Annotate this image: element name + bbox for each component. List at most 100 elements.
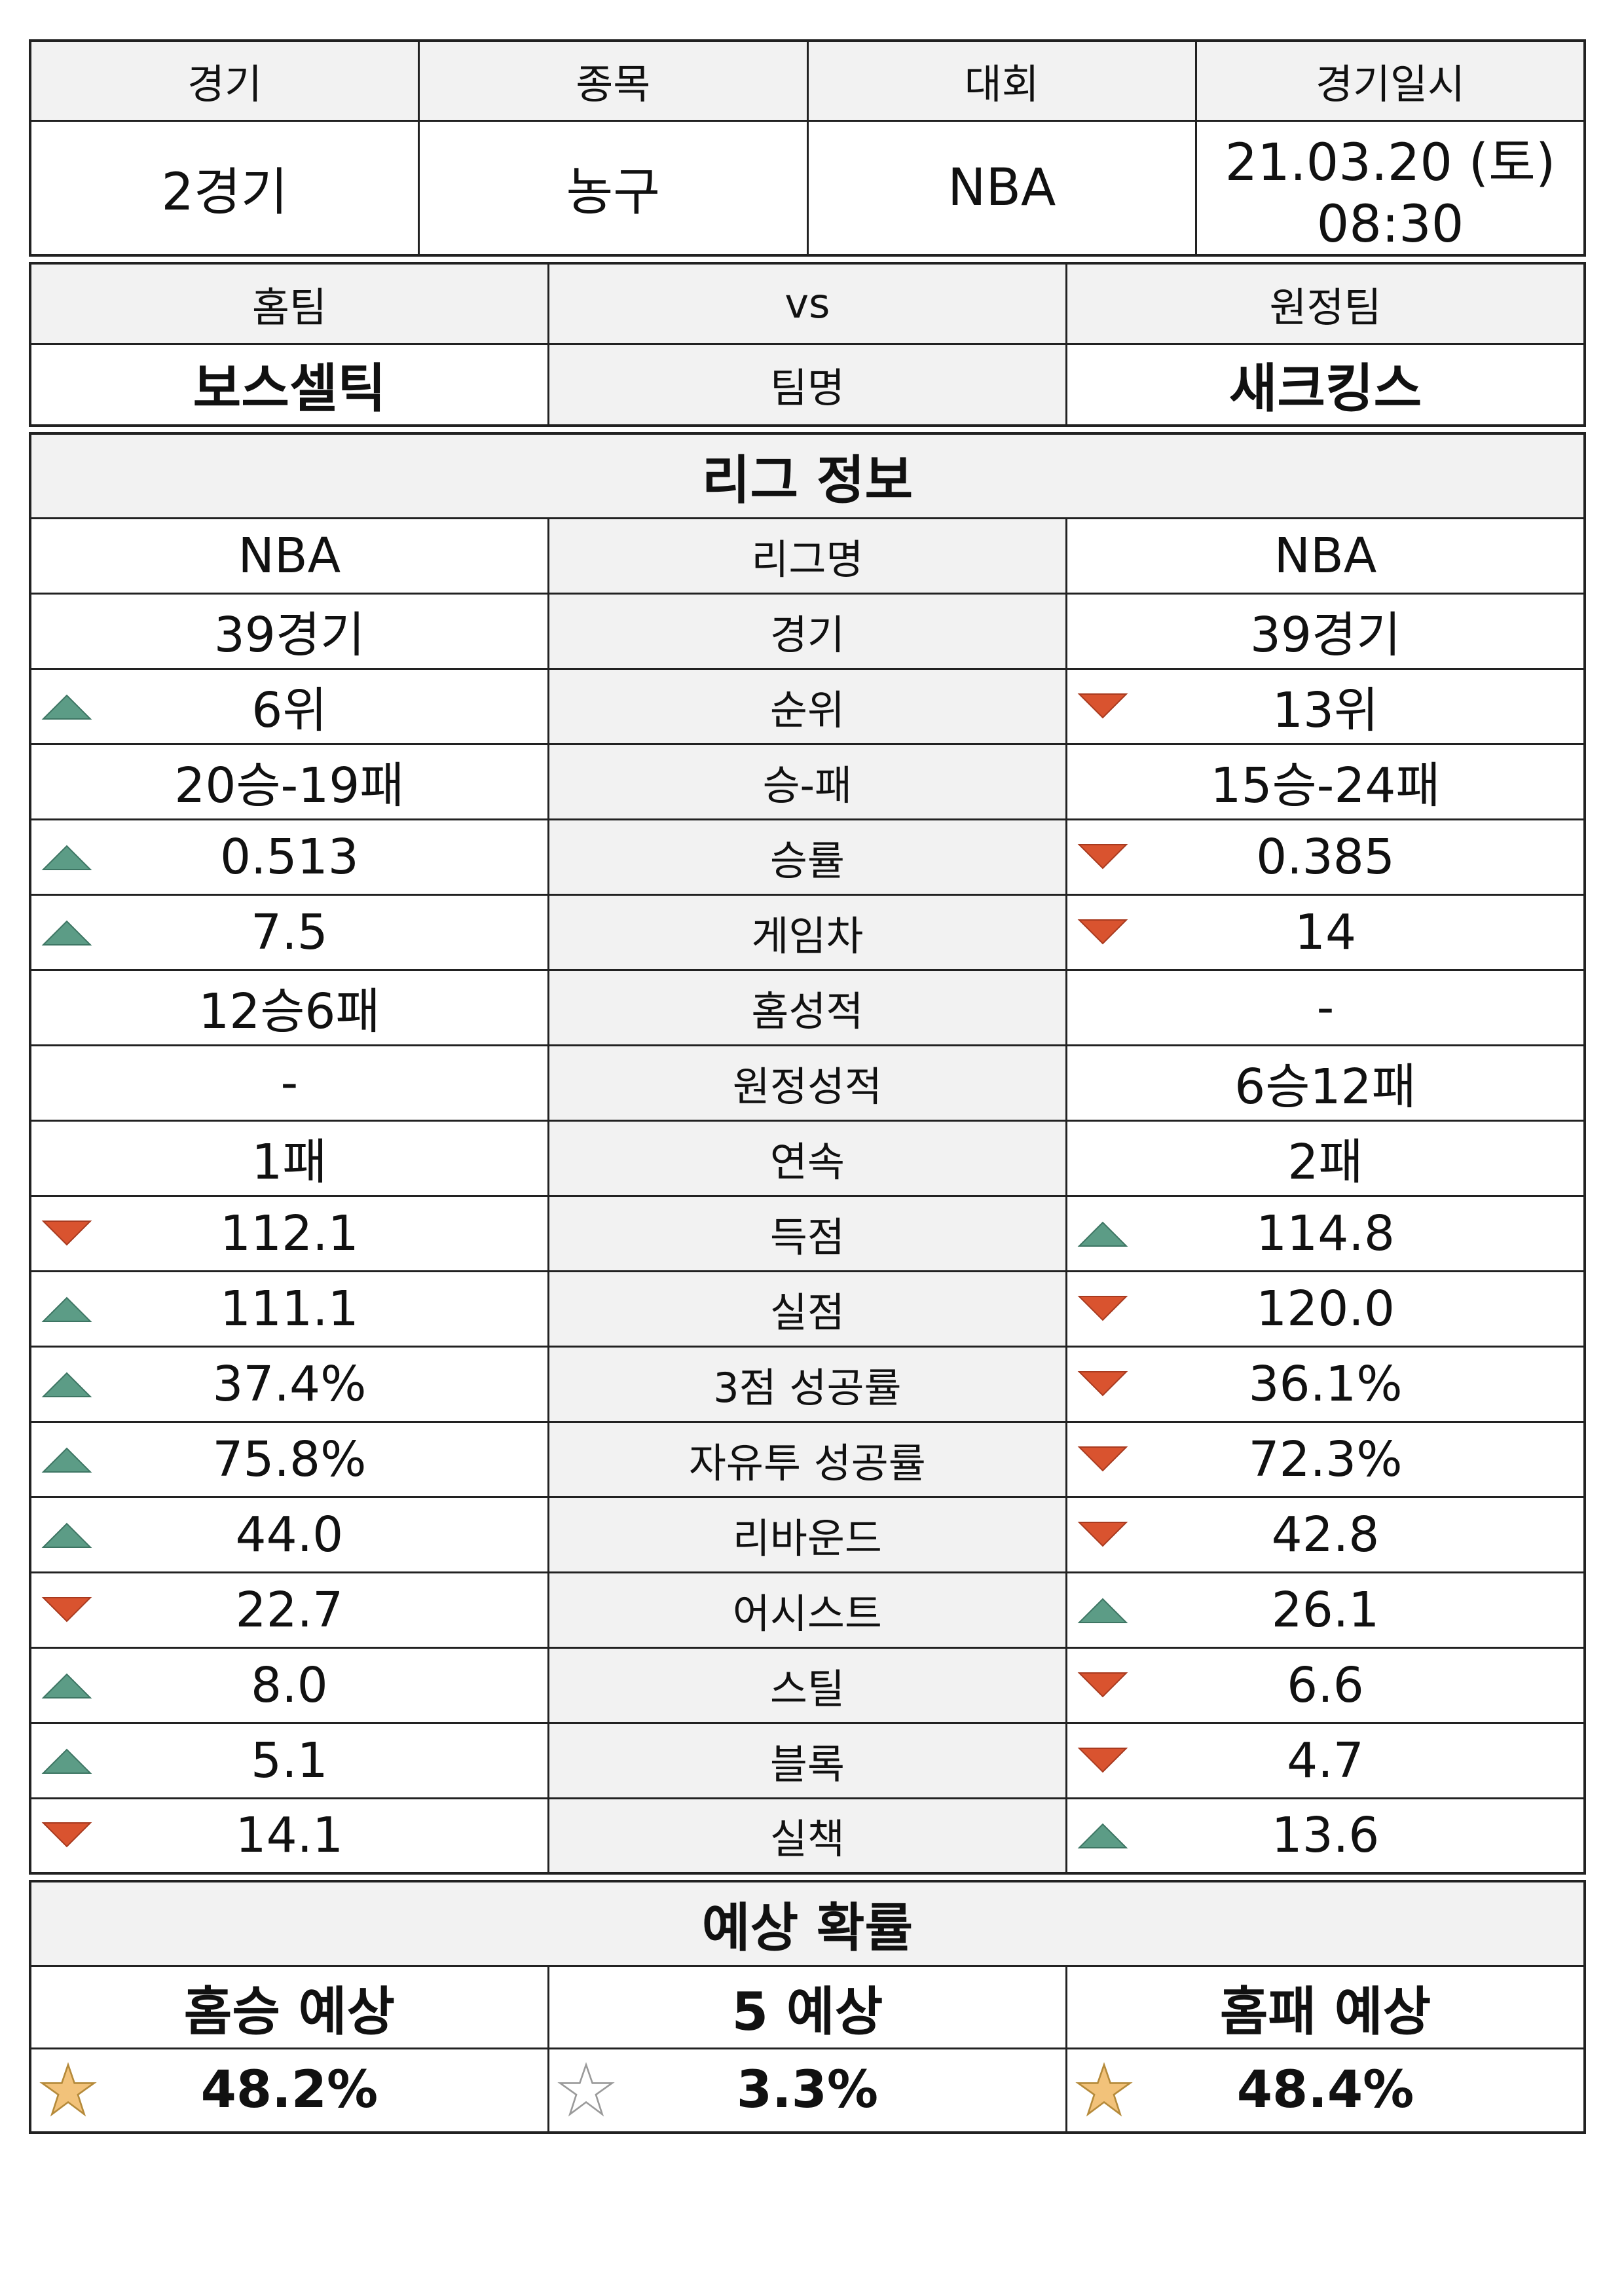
home-team-name: 보스셀틱	[29, 343, 549, 426]
away-stat-cell: 120.0	[1065, 1270, 1586, 1348]
triangle-down-icon	[1077, 1295, 1128, 1321]
home-stat-value: 7.5	[251, 904, 328, 961]
stat-row: 112.1 득점 114.8	[29, 1194, 1586, 1272]
stat-row: 7.5 게임차 14	[29, 893, 1586, 971]
away-stat-cell: NBA	[1065, 517, 1586, 595]
home-stat-value: 1패	[251, 1134, 327, 1190]
league-info-title: 리그 정보	[29, 432, 1586, 519]
star-empty-icon	[557, 2062, 615, 2117]
sport: 농구	[418, 119, 809, 256]
stat-label: 어시스트	[547, 1571, 1068, 1649]
home-loss-probability: 48.4%	[1236, 2061, 1414, 2120]
stat-label: 순위	[547, 667, 1068, 745]
home-loss-cell: 48.4%	[1065, 2047, 1586, 2133]
home-stat-value: 6위	[251, 682, 327, 739]
away-stat-cell: 13위	[1065, 667, 1586, 745]
draw-header: 5 예상	[547, 1965, 1068, 2049]
stat-label: 득점	[547, 1194, 1068, 1272]
triangle-down-icon	[1077, 1672, 1128, 1697]
triangle-up-icon	[41, 1748, 92, 1774]
match-info-table: 경기 종목 대회 경기일시 2경기 농구 NBA 21.03.20 (토) 08…	[29, 39, 1586, 257]
home-stat-cell: 6위	[29, 667, 549, 745]
draw-probability: 3.3%	[736, 2061, 879, 2120]
header-datetime: 경기일시	[1195, 39, 1586, 122]
home-win-probability: 48.2%	[200, 2061, 378, 2120]
prediction-title: 예상 확률	[29, 1880, 1586, 1967]
stat-label: 게임차	[547, 893, 1068, 971]
triangle-down-icon	[1077, 919, 1128, 944]
header-sport: 종목	[418, 39, 809, 122]
header-match-number: 경기	[29, 39, 420, 122]
home-team-label: 홈팀	[29, 262, 549, 345]
stat-row: 1패 연속 2패	[29, 1119, 1586, 1197]
league: NBA	[806, 119, 1197, 256]
away-stat-value: 13.6	[1271, 1807, 1380, 1864]
away-stat-value: 120.0	[1256, 1280, 1395, 1337]
stat-label: 승률	[547, 818, 1068, 896]
triangle-up-icon	[41, 1447, 92, 1473]
stat-row: 6위 순위 13위	[29, 667, 1586, 745]
away-stat-value: 15승-24패	[1210, 758, 1441, 814]
away-stat-cell: 39경기	[1065, 592, 1586, 670]
home-stat-value: 112.1	[219, 1205, 359, 1262]
away-team-label: 원정팀	[1065, 262, 1586, 345]
away-stat-cell: 4.7	[1065, 1721, 1586, 1799]
home-stat-cell: 1패	[29, 1119, 549, 1197]
stat-row: 37.4% 3점 성공률 36.1%	[29, 1345, 1586, 1423]
home-loss-header: 홈패 예상	[1065, 1965, 1586, 2049]
stat-label: 원정성적	[547, 1044, 1068, 1122]
home-stat-value: 5.1	[251, 1732, 328, 1789]
away-stat-value: 36.1%	[1248, 1355, 1403, 1412]
home-stat-cell: -	[29, 1044, 549, 1122]
home-stat-value: 37.4%	[212, 1355, 367, 1412]
stat-label: 연속	[547, 1119, 1068, 1197]
triangle-up-icon	[41, 845, 92, 870]
stat-row: 12승6패 홈성적 -	[29, 968, 1586, 1046]
home-stat-value: 12승6패	[198, 983, 380, 1040]
triangle-up-icon	[1077, 1221, 1128, 1247]
away-stat-cell: 72.3%	[1065, 1420, 1586, 1498]
match-number: 2경기	[29, 119, 420, 256]
away-stat-cell: -	[1065, 968, 1586, 1046]
teams-table: 홈팀 vs 원정팀 보스셀틱 팀명 새크킹스	[29, 261, 1586, 427]
stat-row: 0.513 승률 0.385	[29, 818, 1586, 896]
triangle-up-icon	[41, 1296, 92, 1322]
stat-row: NBA 리그명 NBA	[29, 517, 1586, 595]
stat-row: 75.8% 자유투 성공률 72.3%	[29, 1420, 1586, 1498]
home-stat-cell: 0.513	[29, 818, 549, 896]
away-stat-value: 6승12패	[1234, 1059, 1416, 1115]
triangle-down-icon	[41, 1596, 92, 1622]
vs-label: vs	[547, 262, 1068, 345]
away-stat-value: 114.8	[1256, 1205, 1395, 1262]
triangle-down-icon	[1077, 1370, 1128, 1396]
home-stat-cell: 75.8%	[29, 1420, 549, 1498]
away-stat-cell: 2패	[1065, 1119, 1586, 1197]
datetime: 21.03.20 (토) 08:30	[1195, 119, 1586, 256]
away-stat-cell: 0.385	[1065, 818, 1586, 896]
home-stat-value: 22.7	[235, 1581, 344, 1638]
stats-body: NBA 리그명 NBA 39경기 경기 39경기 6위 순위 13위 20승-19패 승-패 15승-…	[29, 517, 1586, 1875]
triangle-down-icon	[1077, 1446, 1128, 1471]
triangle-up-icon	[1077, 1598, 1128, 1623]
stat-row: 44.0 리바운드 42.8	[29, 1496, 1586, 1573]
stat-label: 실점	[547, 1270, 1068, 1348]
home-stat-cell: 112.1	[29, 1194, 549, 1272]
home-stat-cell: 14.1	[29, 1797, 549, 1875]
stat-label: 블록	[547, 1721, 1068, 1799]
header-league: 대회	[806, 39, 1197, 122]
stat-label: 스틸	[547, 1646, 1068, 1724]
away-stat-value: 4.7	[1287, 1732, 1364, 1789]
triangle-up-icon	[41, 694, 92, 720]
away-stat-cell: 6승12패	[1065, 1044, 1586, 1122]
home-stat-cell: 20승-19패	[29, 743, 549, 820]
stat-row: - 원정성적 6승12패	[29, 1044, 1586, 1122]
away-stat-cell: 13.6	[1065, 1797, 1586, 1875]
triangle-down-icon	[1077, 693, 1128, 718]
away-stat-value: NBA	[1274, 527, 1377, 584]
stat-label: 리그명	[547, 517, 1068, 595]
triangle-down-icon	[41, 1220, 92, 1245]
team-name-label: 팀명	[547, 343, 1068, 426]
home-stat-cell: NBA	[29, 517, 549, 595]
away-stat-cell: 26.1	[1065, 1571, 1586, 1649]
stat-label: 승-패	[547, 743, 1068, 820]
